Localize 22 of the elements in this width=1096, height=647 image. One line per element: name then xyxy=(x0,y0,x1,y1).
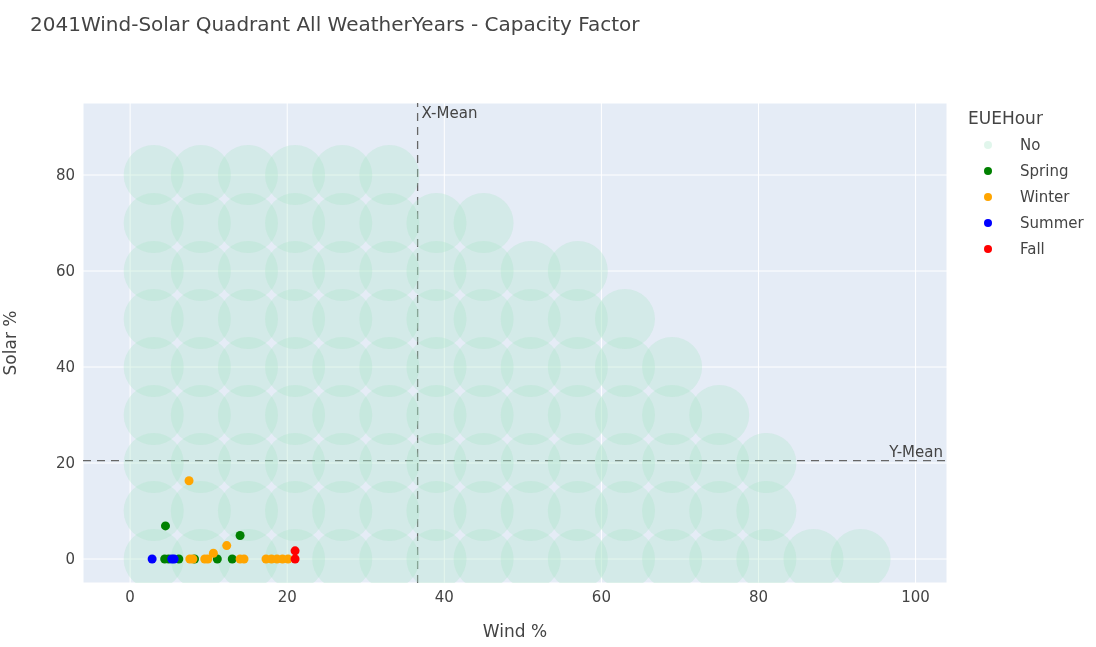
y-tick-label: 60 xyxy=(55,262,75,281)
legend-label: Winter xyxy=(1020,188,1070,206)
y-tick-label: 0 xyxy=(65,550,75,569)
x-tick-label: 20 xyxy=(277,587,297,606)
y-axis-title: Solar % xyxy=(0,310,21,376)
y-tick-label: 20 xyxy=(55,454,75,473)
legend-title: EUEHour xyxy=(968,108,1044,128)
x-axis-title: Wind % xyxy=(482,621,548,641)
x-tick-label: 40 xyxy=(434,587,454,606)
legend-label: No xyxy=(1020,136,1041,154)
x-tick-label: 60 xyxy=(591,587,611,606)
x-tick-label: 100 xyxy=(901,587,930,606)
legend-label: Spring xyxy=(1020,162,1069,180)
y-tick-label: 80 xyxy=(55,166,75,185)
chart-title: 2041Wind-Solar Quadrant All WeatherYears - Capacity Factor xyxy=(30,12,640,36)
ref-line-label: X-Mean xyxy=(421,103,478,122)
ref-line-label: Y-Mean xyxy=(888,442,943,461)
y-tick-label: 40 xyxy=(55,358,75,377)
legend-label: Fall xyxy=(1020,240,1045,258)
x-tick-label: 0 xyxy=(125,587,135,606)
legend-label: Summer xyxy=(1020,214,1084,232)
x-tick-label: 80 xyxy=(748,587,769,606)
